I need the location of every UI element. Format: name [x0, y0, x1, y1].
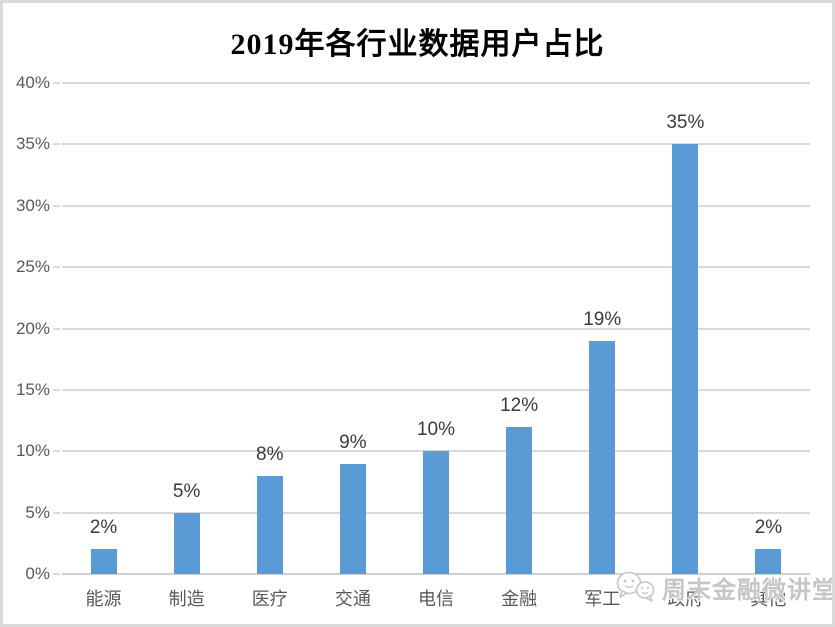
- plot-area: 2% 5% 8% 9% 10% 12% 19% 35% 2%: [62, 82, 810, 575]
- bar-其他: [755, 549, 782, 574]
- x-axis-label-交通: 交通: [334, 589, 371, 609]
- bar-政府: [672, 144, 699, 574]
- y-axis-tick: [53, 204, 60, 207]
- y-axis-label: 30%: [15, 195, 50, 215]
- y-axis-label: 10%: [15, 441, 50, 461]
- bar-value-label: 9%: [339, 431, 367, 453]
- y-axis-tick: [53, 143, 60, 146]
- x-axis-label-政府: 政府: [667, 589, 704, 609]
- gridline: [62, 266, 810, 269]
- y-axis-tick: [53, 266, 60, 269]
- x-axis-label-医疗: 医疗: [251, 589, 288, 609]
- bar-value-label: 10%: [416, 419, 456, 441]
- bar-value-label: 2%: [754, 517, 783, 539]
- bar-医疗: [256, 475, 283, 574]
- bar-value-label: 12%: [500, 394, 539, 416]
- bar-能源: [90, 549, 117, 574]
- y-axis-tick: [53, 388, 60, 391]
- y-axis-label: 40%: [15, 73, 50, 92]
- gridline: [62, 573, 810, 575]
- bar-电信: [423, 451, 449, 574]
- y-axis-label: 15%: [15, 379, 50, 399]
- bar-金融: [506, 426, 533, 574]
- x-axis-label-军工: 军工: [584, 589, 621, 609]
- y-axis-label: 20%: [15, 318, 50, 338]
- bar-value-label: 8%: [256, 443, 284, 465]
- bar-value-label: 5%: [172, 480, 201, 502]
- y-axis-tick: [53, 450, 60, 453]
- x-axis-label-能源: 能源: [85, 589, 122, 609]
- gridline: [62, 204, 810, 207]
- gridline: [62, 327, 810, 330]
- bar-交通: [339, 463, 366, 574]
- x-axis-label-其他: 其他: [750, 589, 787, 609]
- y-axis-label: 5%: [25, 502, 50, 522]
- x-axis-label-制造: 制造: [168, 589, 205, 609]
- y-axis-label: 25%: [15, 257, 50, 277]
- y-axis-tick: [53, 82, 60, 84]
- gridline: [62, 82, 810, 84]
- x-axis-label-电信: 电信: [417, 589, 454, 609]
- bar-value-label: 35%: [666, 112, 705, 134]
- y-axis-label: 35%: [15, 134, 50, 154]
- x-axis-label-金融: 金融: [501, 589, 538, 609]
- bar-军工: [589, 340, 616, 574]
- chart-title: 2019年各行业数据用户占比: [230, 28, 605, 61]
- y-axis-label: 0%: [25, 564, 50, 583]
- y-axis-tick: [53, 511, 60, 514]
- y-axis-tick: [53, 573, 60, 575]
- bar-制造: [173, 512, 200, 574]
- gridline: [62, 388, 810, 391]
- bar-value-label: 2%: [89, 517, 118, 539]
- gridline: [62, 143, 810, 146]
- y-axis-tick: [53, 327, 60, 330]
- bar-value-label: 19%: [583, 308, 622, 330]
